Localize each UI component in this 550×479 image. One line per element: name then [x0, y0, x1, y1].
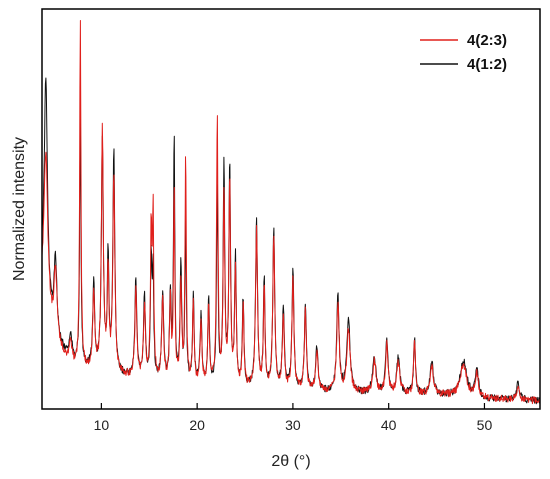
legend: 4(2:3) 4(1:2) — [420, 32, 507, 73]
x-tick-label-3: 40 — [381, 417, 397, 433]
series-layer — [41, 20, 541, 405]
x-tick-label-4: 50 — [477, 417, 493, 433]
x-tick-label-0: 10 — [94, 417, 110, 433]
plot-frame — [41, 8, 541, 410]
series-line-0 — [41, 20, 541, 405]
x-tick-label-1: 20 — [189, 417, 205, 433]
legend-label-series-0: 4(2:3) — [467, 32, 507, 49]
x-axis-tick-labels: 10 20 30 40 50 — [94, 417, 493, 433]
y-axis-label: Normalized intensity — [11, 137, 28, 281]
legend-label-series-1: 4(1:2) — [467, 56, 507, 73]
x-axis-ticks — [100, 403, 486, 409]
x-axis-label: 2θ (°) — [271, 453, 310, 470]
x-tick-label-2: 30 — [285, 417, 301, 433]
